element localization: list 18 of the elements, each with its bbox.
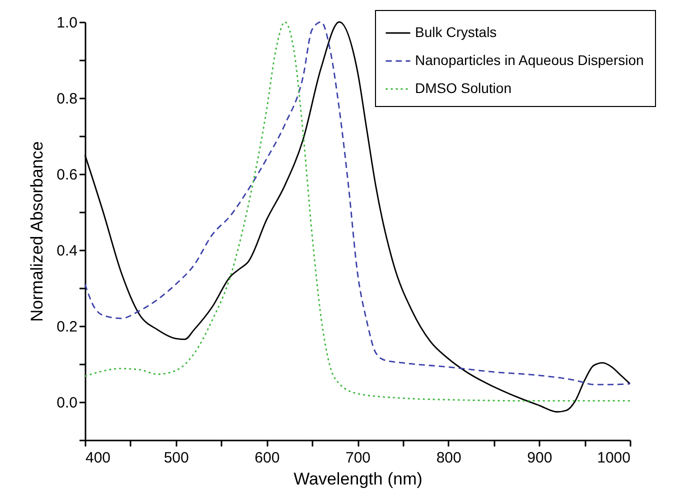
x-tick-label: 400 (86, 450, 111, 466)
x-tick-label: 1000 (597, 450, 630, 466)
x-tick-label: 900 (527, 450, 552, 466)
y-tick-label: 0.4 (56, 242, 78, 260)
x-tick-label: 600 (254, 450, 280, 466)
y-tick-label: 0.2 (56, 318, 78, 336)
y-tick-label: 1.0 (56, 14, 78, 32)
y-tick-label: 0.6 (56, 166, 78, 184)
y-tick-label: 0.8 (56, 90, 78, 108)
legend-label: Nanoparticles in Aqueous Dispersion (415, 52, 644, 68)
x-tick-label: 500 (164, 450, 189, 466)
x-tick-label: 800 (436, 450, 462, 466)
x-axis-title: Wavelength (nm) (294, 470, 422, 488)
legend-label: DMSO Solution (415, 80, 512, 96)
legend-label: Bulk Crystals (415, 24, 497, 40)
y-axis-title: Normalized Absorbance (28, 141, 47, 322)
x-tick-label: 700 (345, 450, 371, 466)
y-tick-label: 0.0 (56, 394, 78, 412)
